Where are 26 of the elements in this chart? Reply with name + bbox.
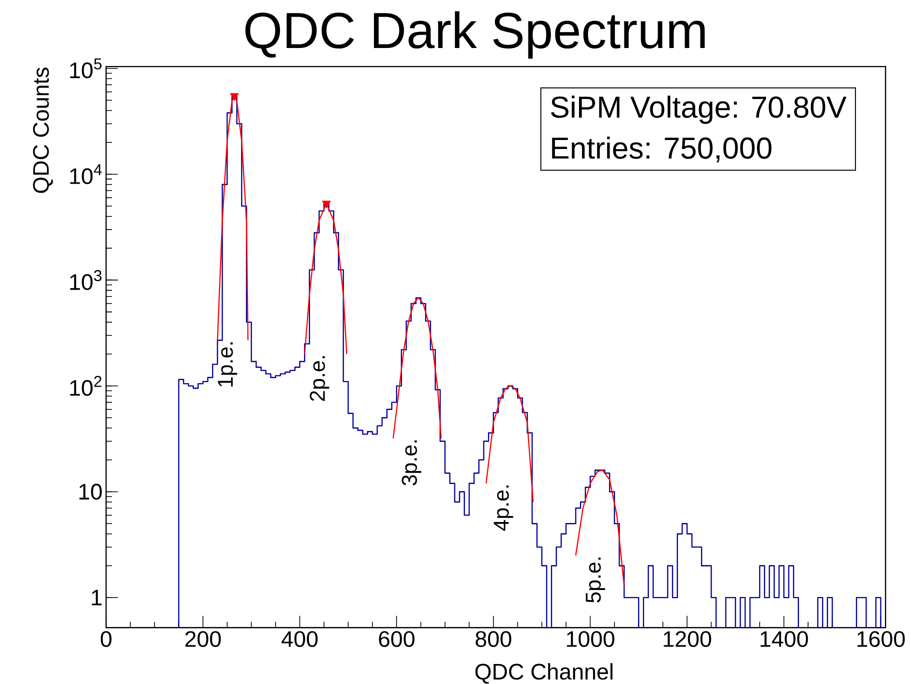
- line-series: [392, 296, 442, 439]
- chart-title: QDC Dark Spectrum: [245, 11, 705, 58]
- x-tick-label: 1400: [760, 630, 808, 647]
- x-tick-label: 600: [379, 630, 414, 647]
- x-tick-label: 400: [282, 630, 318, 647]
- annotation: 5p.e.: [586, 557, 606, 602]
- y-tick-label: 10$^{2}$: [70, 376, 102, 396]
- y-tick-label: 10$^{4}$: [70, 164, 102, 184]
- y-tick-label: 10$^{3}$: [70, 270, 102, 290]
- x-tick-label: 0: [100, 630, 112, 647]
- annotation: 1p.e.: [218, 342, 238, 386]
- y-tick-label: 1: [92, 590, 102, 606]
- annotation: 4p.e.: [494, 485, 514, 531]
- x-tick-label: 800: [476, 630, 512, 647]
- annotation: Entries: 750,000: [552, 136, 772, 162]
- x-tick-label: 1600: [857, 630, 905, 647]
- x-tick-label: 200: [185, 630, 221, 647]
- x-axis-title: QDC Channel: [475, 662, 612, 684]
- annotation: 3p.e.: [402, 440, 422, 486]
- annotation: SiPM Voltage: 70.80V: [551, 95, 846, 124]
- x-tick-label: 1200: [664, 630, 712, 647]
- annotation: 2p.e.: [310, 356, 330, 401]
- y-tick-label: 10: [79, 484, 102, 500]
- y-tick-label: 10$^{5}$: [70, 58, 102, 78]
- y-axis-title: QDC Counts: [33, 67, 53, 193]
- x-tick-label: 1000: [566, 630, 614, 647]
